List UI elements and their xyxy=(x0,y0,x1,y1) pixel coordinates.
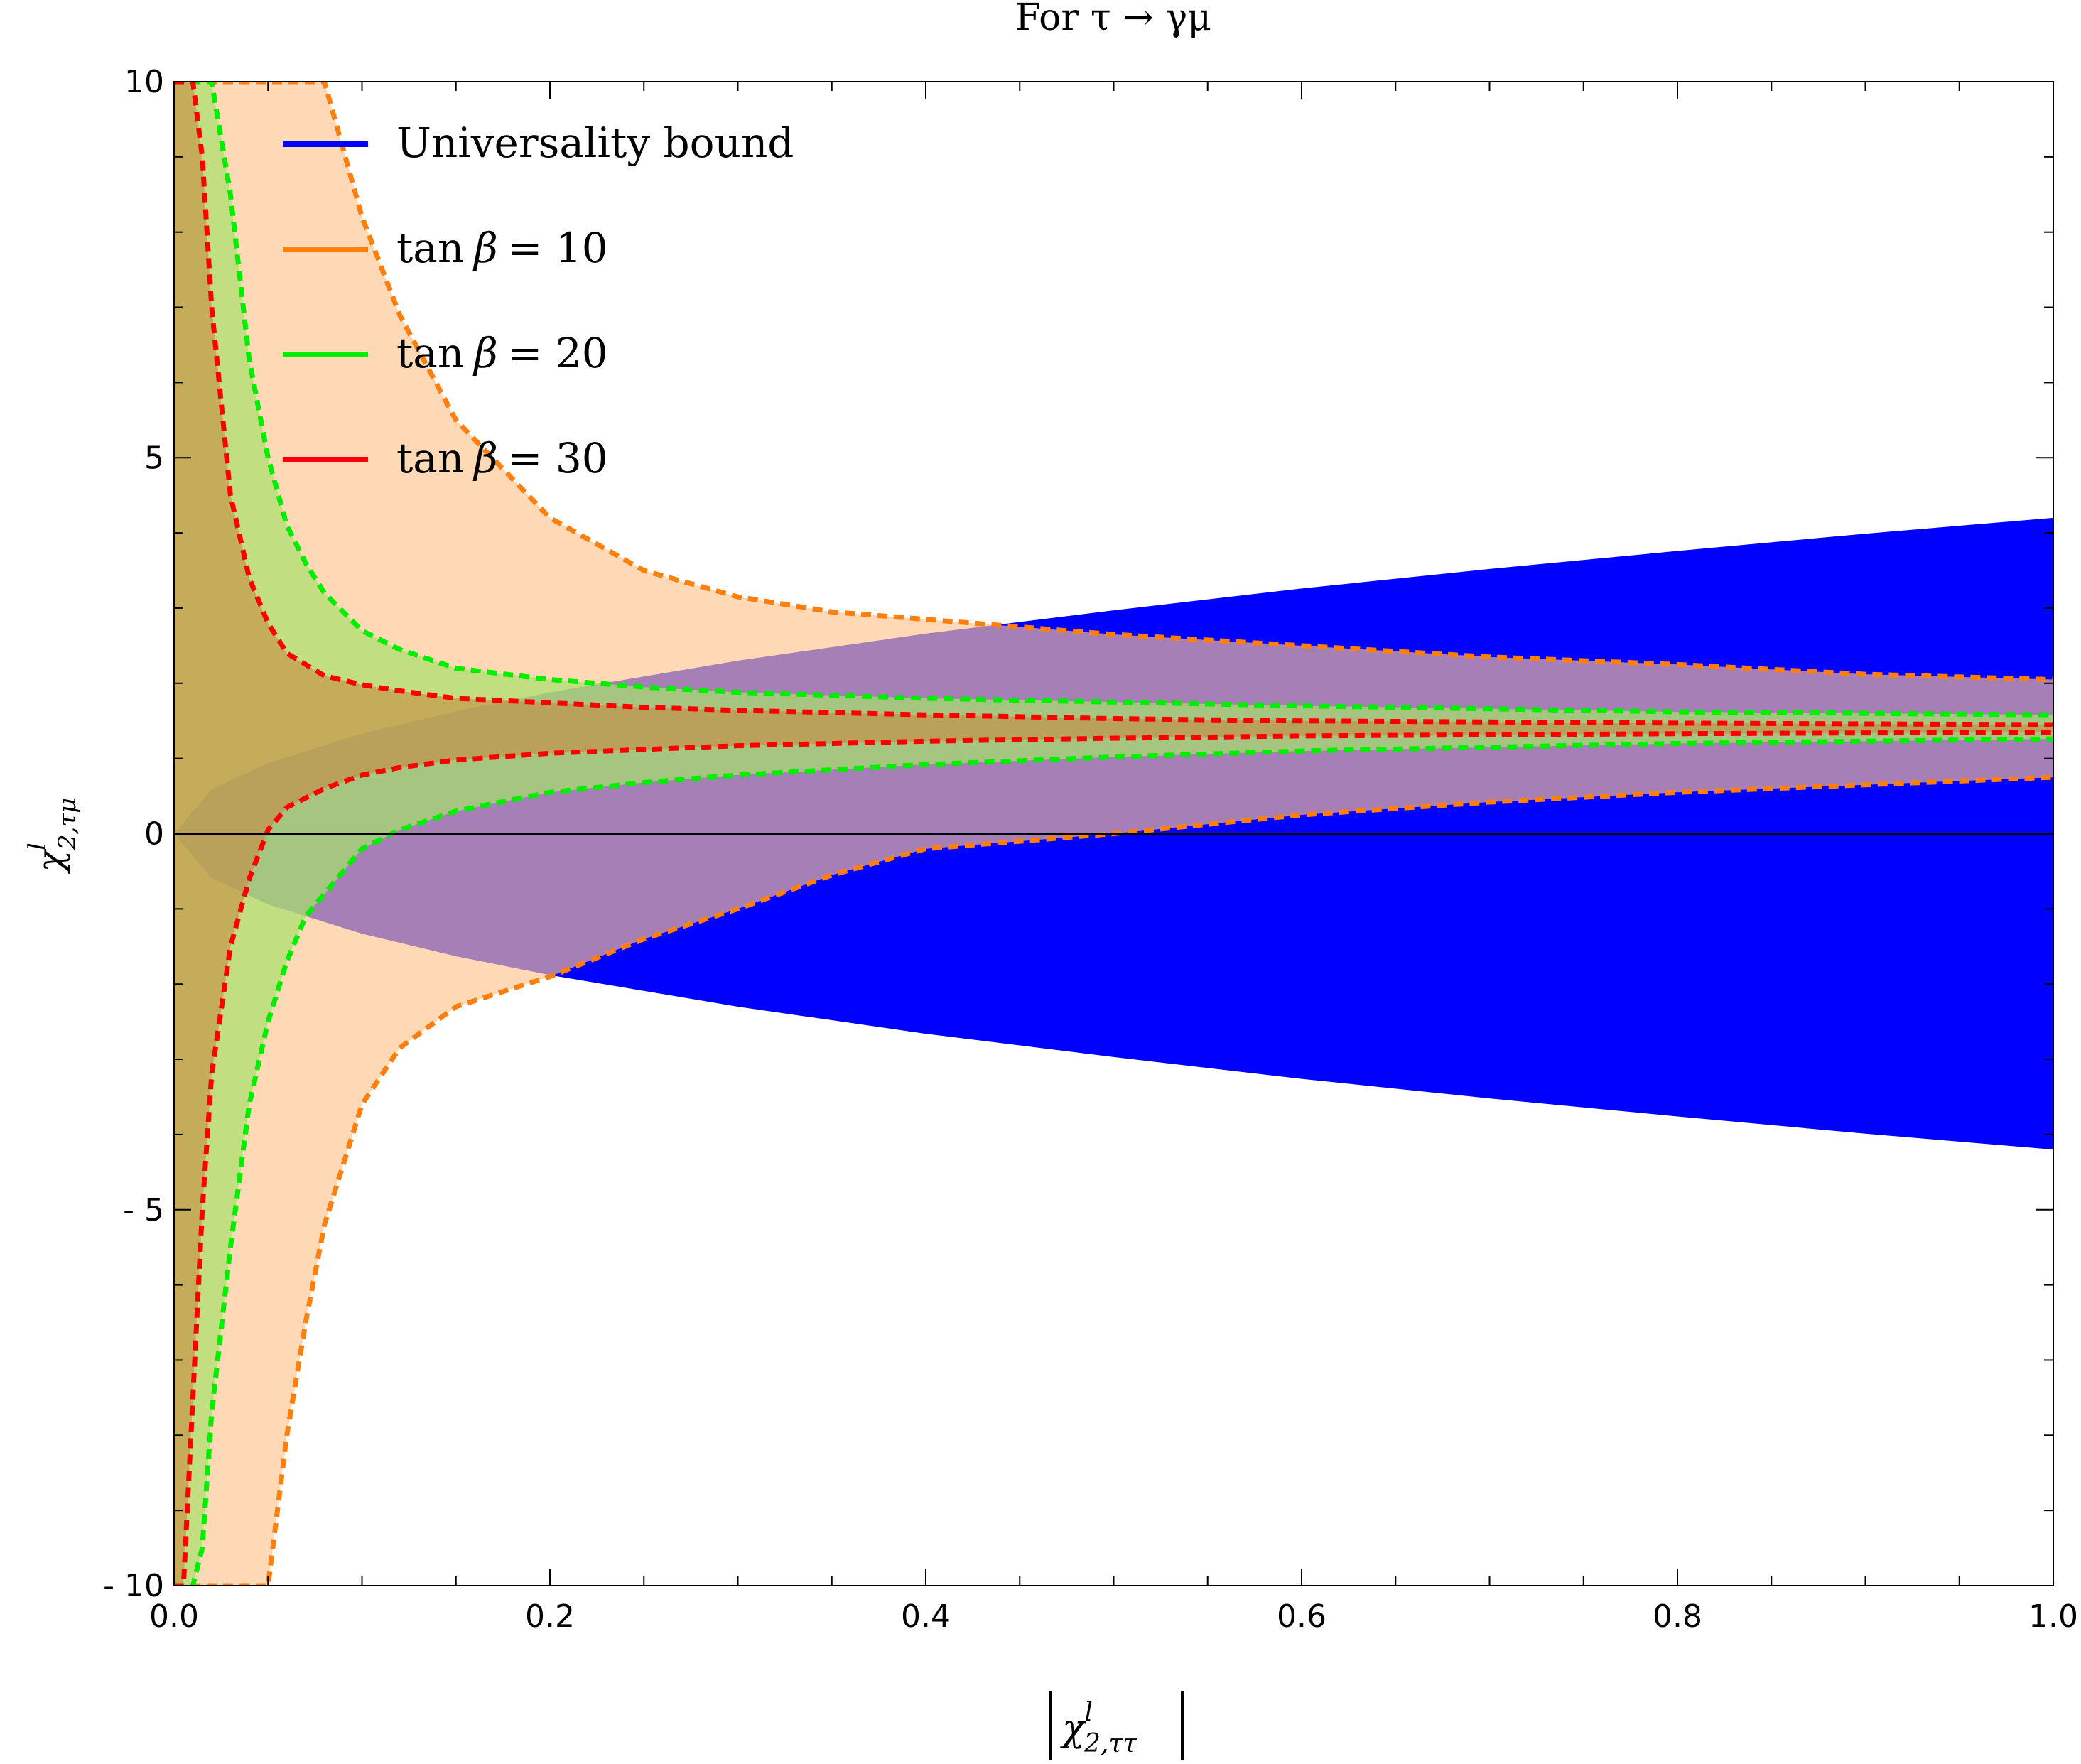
chart-title-text: For τ → γμ xyxy=(1015,0,1211,39)
x-tick-label: 0.4 xyxy=(901,1598,951,1635)
x-tick-label: 0.6 xyxy=(1277,1598,1326,1635)
y-axis-label-sub: 2,τμ xyxy=(53,798,82,850)
y-axis-label-sup: l xyxy=(23,843,52,850)
series-2 xyxy=(174,82,2053,1586)
x-tick-label: 0.8 xyxy=(1653,1598,1702,1635)
chart-title: For τ → γμ xyxy=(1015,0,1211,39)
legend-label-main: tan xyxy=(396,434,464,482)
legend-label: tan β = 10 xyxy=(396,224,608,272)
legend-label-var: β xyxy=(472,434,498,482)
legend-item-1: tan β = 10 xyxy=(283,224,608,272)
boundary-lower-2 xyxy=(174,736,2053,1586)
y-axis-label-main: χ xyxy=(30,848,71,874)
boundary-lower-3 xyxy=(174,730,2053,1586)
tick-layer: 0.0 0.2 0.4 0.6 0.8 1.0 - 10 - 5 0 5 10 xyxy=(103,64,2078,1635)
svg-text:χl2,τμ: χl2,τμ xyxy=(23,798,82,875)
y-tick-label: 5 xyxy=(144,440,164,476)
legend-label-eq: = 10 xyxy=(508,224,608,272)
x-tick-label: 1.0 xyxy=(2028,1598,2078,1635)
legend-label-main: Universality bound xyxy=(396,119,794,167)
legend-label: tan β = 30 xyxy=(396,434,608,482)
legend-label-eq: = 20 xyxy=(508,329,608,377)
y-tick-label: - 10 xyxy=(103,1568,164,1604)
legend-label: Universality bound xyxy=(396,119,794,167)
x-tick-label: 0.2 xyxy=(525,1598,575,1635)
y-axis-label: χl2,τμ xyxy=(23,798,82,875)
boundary-upper-1 xyxy=(174,82,2053,683)
legend-label-main: tan xyxy=(396,329,464,377)
y-tick-label: 0 xyxy=(144,816,164,853)
boundary-upper-2 xyxy=(174,82,2053,718)
x-axis-label-sup: l xyxy=(1085,1698,1093,1727)
boundary-upper-3 xyxy=(174,82,2053,727)
legend-item-3: tan β = 30 xyxy=(283,434,608,482)
x-axis-label: χl 2,ττ xyxy=(1049,1691,1184,1760)
boundary-lower-1 xyxy=(174,774,2053,1586)
x-axis-label-sub: 2,ττ xyxy=(1083,1729,1137,1758)
x-tick-label: 0.0 xyxy=(149,1598,199,1635)
legend-item-0: Universality bound xyxy=(283,119,794,167)
y-tick-label: 10 xyxy=(124,64,164,100)
legend-label-main: tan xyxy=(396,224,464,272)
legend-label-var: β xyxy=(472,224,498,272)
y-tick-label: - 5 xyxy=(123,1192,164,1228)
legend-label-var: β xyxy=(472,329,498,377)
legend-label: tan β = 20 xyxy=(396,329,608,377)
series-3 xyxy=(174,82,2053,1586)
x-axis-label-main: χ xyxy=(1059,1707,1087,1750)
legend-item-2: tan β = 20 xyxy=(283,329,608,377)
svg-text:χl2,ττ: χl 2,ττ xyxy=(1059,1698,1137,1758)
legend-label-eq: = 30 xyxy=(508,434,608,482)
